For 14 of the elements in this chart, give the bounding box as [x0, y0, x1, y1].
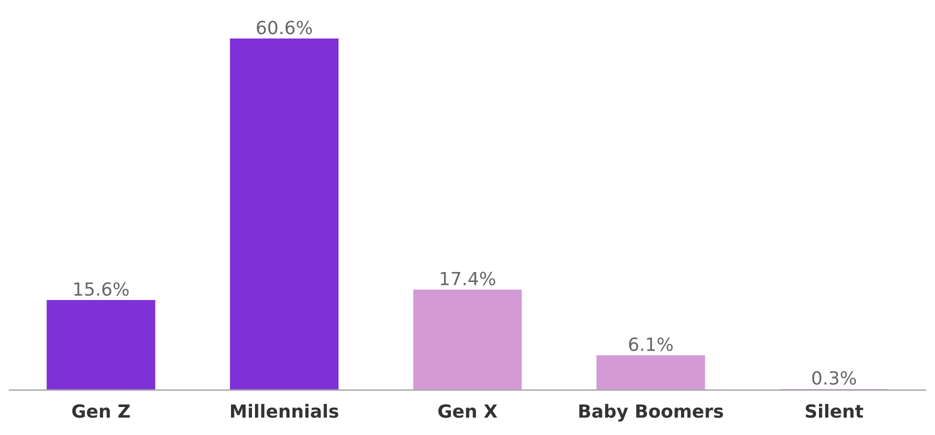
- data-label: 60.6%: [256, 20, 312, 34]
- data-label: 0.3%: [812, 371, 856, 385]
- bar: [595, 354, 706, 390]
- x-tick-label: Baby Boomers: [579, 404, 724, 422]
- x-tick-label: Gen X: [438, 404, 498, 418]
- data-label: 6.1%: [629, 337, 673, 352]
- data-label: 17.4%: [440, 272, 496, 286]
- x-tick-label: Silent: [806, 404, 864, 418]
- bar: [412, 288, 524, 390]
- data-label: 15.6%: [74, 282, 129, 296]
- x-tick-label: Gen Z: [72, 404, 130, 418]
- bar: [45, 298, 157, 390]
- x-tick-label: Millennials: [231, 404, 338, 418]
- bar: [228, 37, 340, 390]
